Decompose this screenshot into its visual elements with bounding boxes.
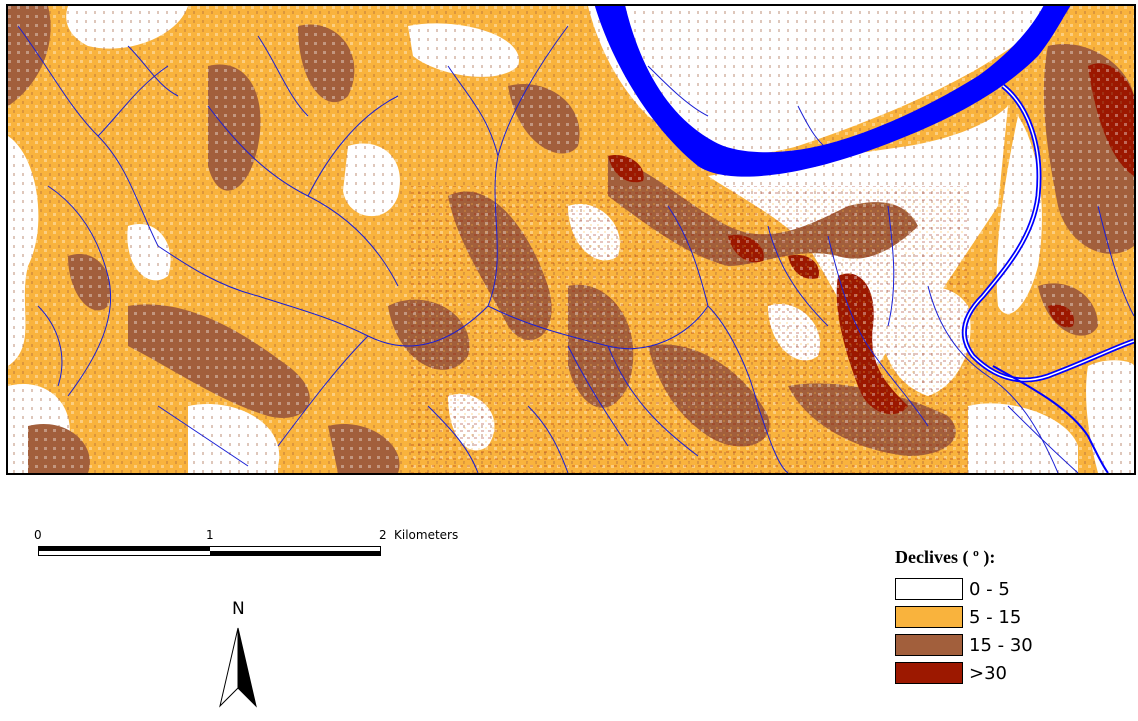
legend-label: 15 - 30: [969, 634, 1033, 656]
legend-item: 0 - 5: [895, 576, 1095, 602]
stream-network: [17, 25, 1134, 473]
legend-item: 5 - 15: [895, 604, 1095, 630]
legend-title: Declives ( º ):: [895, 547, 996, 567]
legend-swatch: [895, 662, 963, 684]
scale-unit-label: Kilometers: [394, 528, 459, 542]
secondary-river-inner: [963, 85, 1134, 381]
scale-tick-2: 2: [379, 528, 387, 542]
legend-swatch: [895, 578, 963, 600]
scale-tick-0: 0: [34, 528, 42, 542]
legend-item: >30: [895, 660, 1095, 686]
legend-label: >30: [969, 662, 1007, 684]
terrain-texture-2: [408, 186, 968, 473]
north-arrow-icon: N: [219, 599, 257, 708]
legend: Declives ( º ): 0 - 5 5 - 15 15 - 30 >30: [895, 547, 1095, 688]
legend-swatch: [895, 634, 963, 656]
legend-item: 15 - 30: [895, 632, 1095, 658]
scale-tick-1: 1: [206, 528, 214, 542]
north-label: N: [232, 599, 245, 619]
slope-map: [8, 6, 1134, 473]
legend-label: 5 - 15: [969, 606, 1022, 628]
scale-bar: [38, 546, 381, 556]
legend-label: 0 - 5: [969, 578, 1010, 600]
secondary-river-south: [992, 365, 1109, 473]
scale-bar-segment-2: [210, 551, 380, 555]
slope-map-frame: [6, 4, 1136, 475]
main-river: [594, 6, 1071, 177]
scale-bar-segment-1: [39, 547, 210, 551]
legend-swatch: [895, 606, 963, 628]
